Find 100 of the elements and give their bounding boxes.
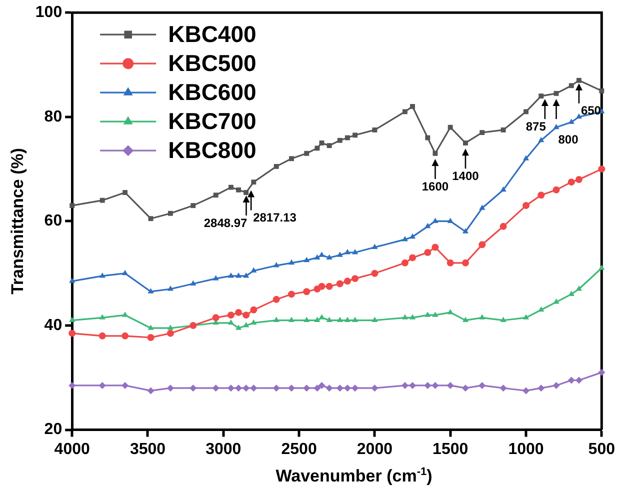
point: [500, 127, 506, 132]
point: [448, 124, 453, 130]
point: [167, 324, 174, 330]
annotation: 1400: [452, 168, 480, 183]
point: [352, 316, 358, 322]
point: [336, 280, 344, 288]
point: [425, 135, 430, 140]
legend-label: KBC400: [168, 20, 256, 47]
x-tick-label: 500: [588, 440, 616, 458]
point: [424, 248, 432, 256]
point: [289, 156, 294, 162]
point: [337, 138, 342, 143]
point: [568, 376, 575, 384]
x-tick-label: 3500: [130, 440, 166, 458]
point: [243, 272, 250, 278]
point: [402, 236, 408, 242]
annotation: 875: [526, 119, 546, 134]
point: [463, 140, 468, 146]
point: [401, 259, 408, 266]
legend-label: KBC500: [168, 50, 256, 76]
point: [568, 83, 574, 88]
point: [576, 285, 582, 291]
point: [288, 316, 295, 322]
point: [318, 282, 326, 290]
point: [235, 308, 242, 316]
point: [148, 288, 154, 294]
point: [401, 382, 408, 389]
point: [242, 312, 250, 319]
point: [522, 155, 530, 160]
point: [352, 132, 358, 138]
point: [98, 382, 106, 389]
point: [402, 109, 408, 114]
point: [432, 218, 438, 223]
point: [227, 384, 234, 392]
point: [410, 104, 415, 109]
x-tick-label: 2500: [281, 440, 317, 458]
point: [344, 278, 351, 285]
point: [212, 384, 220, 392]
point: [447, 218, 454, 223]
point: [288, 290, 295, 298]
point: [409, 382, 416, 389]
point: [424, 312, 431, 317]
point: [352, 384, 359, 392]
point: [318, 252, 325, 257]
point: [552, 382, 560, 389]
point: [568, 178, 575, 186]
point: [68, 382, 76, 389]
point: [344, 248, 350, 254]
point: [314, 146, 320, 151]
point: [432, 312, 438, 317]
point: [576, 78, 582, 83]
point: [303, 288, 310, 296]
point: [462, 316, 469, 322]
point: [304, 150, 310, 156]
point: [273, 316, 280, 322]
point: [538, 136, 544, 142]
point: [251, 180, 256, 185]
point: [462, 228, 469, 234]
point: [168, 210, 173, 216]
point: [336, 252, 343, 257]
point: [314, 384, 321, 392]
point: [372, 127, 378, 132]
point: [446, 259, 454, 266]
annotation: 2817.13: [253, 210, 297, 225]
point: [598, 264, 605, 270]
point: [409, 314, 416, 320]
point: [479, 314, 486, 320]
point: [288, 259, 295, 265]
x-axis-title: Wavenumber (cm$^{-1}$): [274, 466, 434, 487]
point: [303, 384, 310, 392]
point: [228, 319, 234, 325]
point: [462, 259, 469, 266]
point: [190, 203, 196, 208]
point: [478, 382, 486, 389]
point: [326, 254, 332, 260]
y-tick-label: 80: [44, 108, 62, 126]
point: [318, 314, 325, 320]
point: [273, 262, 280, 268]
point: [122, 332, 129, 340]
y-tick-label: 20: [44, 421, 62, 438]
point: [244, 190, 249, 195]
point: [272, 296, 280, 303]
point: [250, 306, 258, 314]
annotation: 1600: [422, 179, 449, 194]
annotation: 800: [558, 132, 579, 146]
point: [228, 184, 234, 190]
point: [432, 150, 438, 156]
point: [212, 275, 219, 280]
point: [409, 254, 416, 262]
point: [432, 382, 439, 389]
point: [228, 272, 234, 278]
point: [147, 334, 154, 341]
point: [554, 90, 559, 96]
point: [166, 330, 174, 337]
point: [568, 118, 574, 124]
point: [538, 306, 544, 312]
point: [575, 376, 582, 384]
point: [424, 382, 432, 389]
x-tick-label: 1000: [508, 440, 544, 458]
point: [344, 135, 350, 140]
